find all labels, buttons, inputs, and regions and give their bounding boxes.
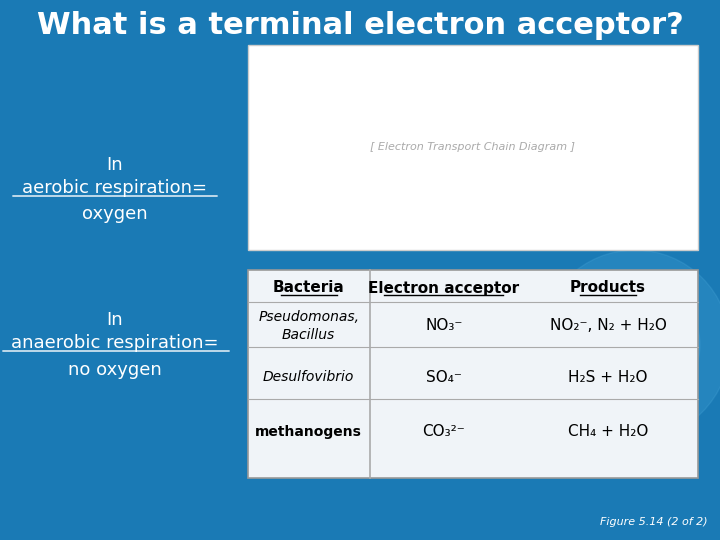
Text: In: In bbox=[107, 156, 123, 174]
Text: Electron acceptor: Electron acceptor bbox=[368, 280, 519, 295]
Text: NO₃⁻: NO₃⁻ bbox=[425, 318, 462, 333]
Text: What is a terminal electron acceptor?: What is a terminal electron acceptor? bbox=[37, 10, 683, 39]
Text: Desulfovibrio: Desulfovibrio bbox=[263, 370, 354, 384]
FancyBboxPatch shape bbox=[248, 45, 698, 250]
Text: H₂S + H₂O: H₂S + H₂O bbox=[568, 369, 648, 384]
Text: SO₄⁻: SO₄⁻ bbox=[426, 369, 462, 384]
Text: Pseudomonas,: Pseudomonas, bbox=[258, 310, 359, 324]
Text: methanogens: methanogens bbox=[256, 425, 362, 439]
Text: Bacillus: Bacillus bbox=[282, 328, 336, 342]
Text: NO₂⁻, N₂ + H₂O: NO₂⁻, N₂ + H₂O bbox=[549, 318, 667, 333]
Text: Figure 5.14 (2 of 2): Figure 5.14 (2 of 2) bbox=[600, 517, 708, 527]
Text: no oxygen: no oxygen bbox=[68, 361, 162, 379]
Text: anaerobic respiration=: anaerobic respiration= bbox=[12, 334, 219, 352]
Text: Bacteria: Bacteria bbox=[273, 280, 345, 295]
Text: [ Electron Transport Chain Diagram ]: [ Electron Transport Chain Diagram ] bbox=[371, 143, 575, 152]
Text: aerobic respiration=: aerobic respiration= bbox=[22, 179, 207, 197]
FancyBboxPatch shape bbox=[248, 270, 698, 478]
Circle shape bbox=[540, 250, 720, 440]
Text: Products: Products bbox=[570, 280, 646, 295]
Text: CO₃²⁻: CO₃²⁻ bbox=[423, 424, 465, 440]
Circle shape bbox=[570, 280, 700, 410]
Text: In: In bbox=[107, 311, 123, 329]
Circle shape bbox=[597, 307, 673, 383]
Text: CH₄ + H₂O: CH₄ + H₂O bbox=[568, 424, 648, 440]
Text: oxygen: oxygen bbox=[82, 205, 148, 223]
